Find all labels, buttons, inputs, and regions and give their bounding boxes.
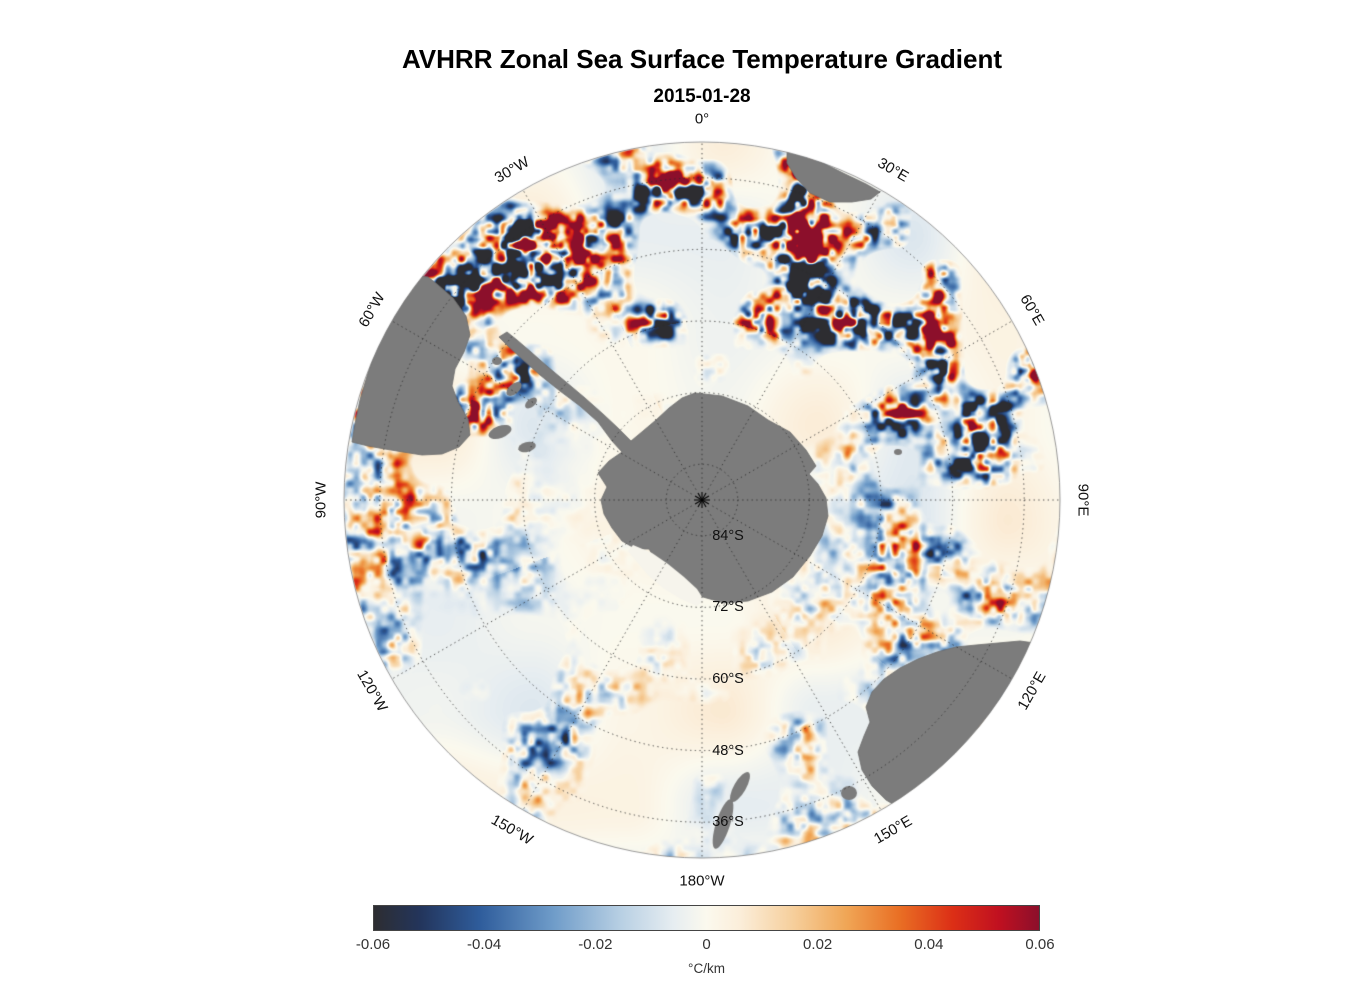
colorbar-tick: -0.04: [467, 936, 502, 953]
colorbar-tick: 0.02: [803, 936, 833, 953]
colorbar-ticks: -0.06 -0.04 -0.02 0 0.02 0.04 0.06: [356, 936, 1055, 956]
colorbar-tick: 0: [702, 936, 711, 953]
colorbar-gradient: [373, 905, 1040, 931]
colorbar-tick: -0.02: [578, 936, 613, 953]
colorbar-tick: 0.04: [914, 936, 944, 953]
colorbar-tick: -0.06: [355, 936, 391, 953]
colorbar-unit-label: °C/km: [688, 961, 725, 976]
colorbar-tick: 0.06: [1025, 936, 1055, 953]
colorbar: -0.06 -0.04 -0.02 0 0.02 0.04 0.06 °C/km: [356, 905, 1055, 976]
